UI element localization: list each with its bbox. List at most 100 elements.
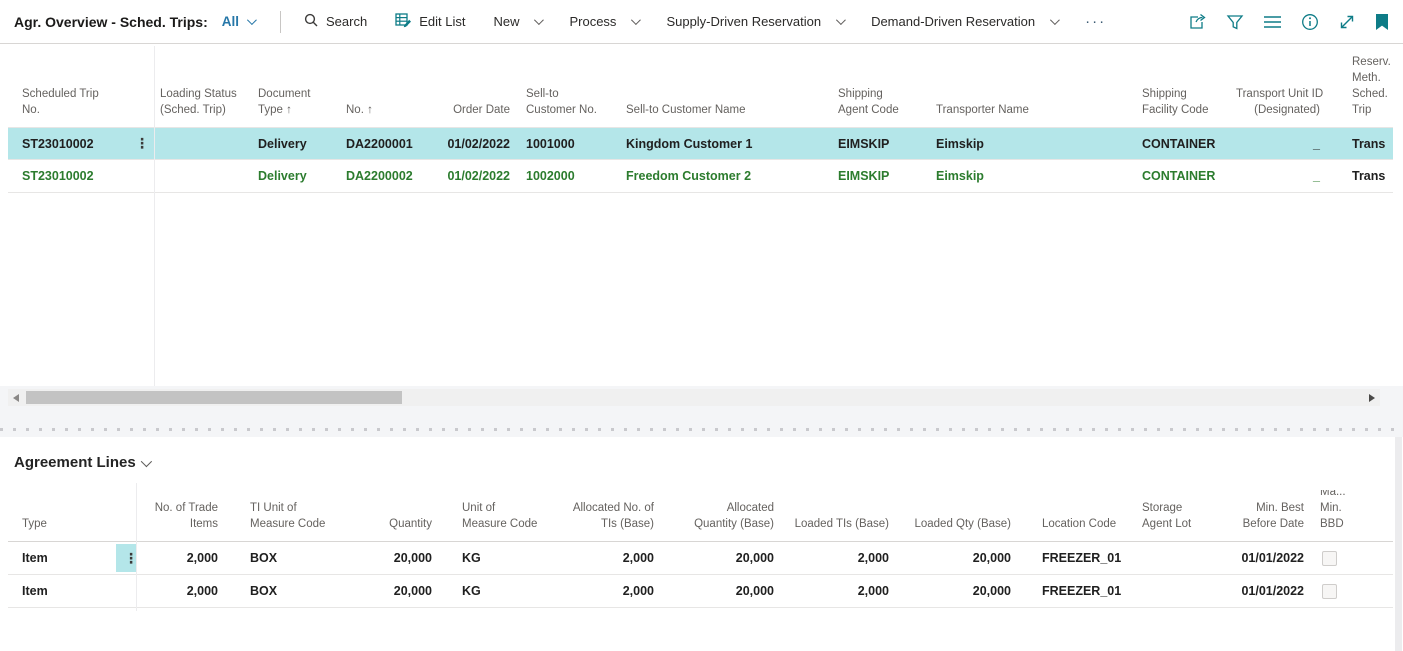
- line-cell-uom[interactable]: KG: [442, 551, 554, 565]
- column-header-location-code[interactable]: Location Code: [1021, 516, 1136, 541]
- scroll-left-arrow-icon[interactable]: [13, 394, 19, 402]
- trip-cell-sell-to-customer-name[interactable]: Freedom Customer 2: [620, 169, 832, 183]
- column-header-unit-of-measure-code[interactable]: Unit of Measure Code: [442, 500, 554, 541]
- column-header-allocated-no-of-tis[interactable]: Allocated No. of TIs (Base): [554, 500, 664, 541]
- column-header-sell-to-customer-no[interactable]: Sell-to Customer No.: [520, 86, 620, 127]
- supply-driven-reservation-menu-button[interactable]: Supply-Driven Reservation: [666, 14, 843, 29]
- row-menu-icon[interactable]: ⋮: [128, 135, 154, 152]
- row-menu-column-header: [110, 532, 136, 541]
- line-cell-type[interactable]: Item: [22, 584, 110, 598]
- trip-cell-shipping-agent-code[interactable]: EIMSKIP: [832, 169, 930, 183]
- line-cell-type[interactable]: Item: [22, 551, 110, 565]
- table-row[interactable]: Item 2,000 BOX 20,000 KG 2,000 20,000 2,…: [8, 575, 1393, 608]
- trip-cell-shipping-agent-code[interactable]: EIMSKIP: [832, 137, 930, 151]
- table-row[interactable]: Item ⋮ 2,000 BOX 20,000 KG 2,000 20,000 …: [8, 542, 1393, 575]
- column-header-loaded-tis[interactable]: Loaded TIs (Base): [784, 516, 899, 541]
- view-filter-dropdown[interactable]: All: [222, 14, 254, 29]
- trip-cell-order-date[interactable]: 01/02/2022: [425, 169, 520, 183]
- line-cell-loaded-qty[interactable]: 20,000: [899, 551, 1021, 565]
- trip-cell-no[interactable]: DA2200002: [340, 169, 425, 183]
- pane-splitter[interactable]: [0, 428, 1403, 431]
- line-cell-alloc-qty[interactable]: 20,000: [664, 551, 784, 565]
- column-header-max-min-bbd[interactable]: Ma... Min. BBD: [1314, 490, 1379, 541]
- max-min-bbd-checkbox[interactable]: [1322, 551, 1337, 566]
- horizontal-scrollbar[interactable]: [8, 389, 1380, 406]
- trip-cell-transport-unit-id[interactable]: _: [1230, 137, 1330, 151]
- table-row[interactable]: ST23010002 Delivery DA2200002 01/02/2022…: [8, 160, 1393, 193]
- line-cell-loaded-tis[interactable]: 2,000: [784, 584, 899, 598]
- column-header-order-date[interactable]: Order Date: [425, 102, 520, 127]
- column-header-loaded-qty[interactable]: Loaded Qty (Base): [899, 516, 1021, 541]
- line-cell-no-of-trade-items[interactable]: 2,000: [136, 584, 228, 598]
- line-cell-min-bbd[interactable]: 01/01/2022: [1224, 584, 1314, 598]
- line-cell-uom[interactable]: KG: [442, 584, 554, 598]
- max-min-bbd-checkbox[interactable]: [1322, 584, 1337, 599]
- column-header-allocated-quantity[interactable]: Allocated Quantity (Base): [664, 500, 784, 541]
- process-menu-button[interactable]: Process: [569, 14, 638, 29]
- trip-cell-order-date[interactable]: 01/02/2022: [425, 137, 520, 151]
- line-cell-alloc-tis[interactable]: 2,000: [554, 551, 664, 565]
- trip-cell-transporter-name[interactable]: Eimskip: [930, 137, 1136, 151]
- column-header-transport-unit-id[interactable]: Transport Unit ID (Designated): [1230, 86, 1330, 127]
- table-row[interactable]: ST23010002 ⋮ Delivery DA2200001 01/02/20…: [8, 127, 1393, 160]
- row-menu-icon[interactable]: ⋮: [110, 544, 136, 572]
- trip-cell-sell-to-customer-no[interactable]: 1001000: [520, 137, 620, 151]
- line-cell-location-code[interactable]: FREEZER_01: [1021, 584, 1136, 598]
- line-cell-ti-uom[interactable]: BOX: [228, 551, 332, 565]
- line-cell-no-of-trade-items[interactable]: 2,000: [136, 551, 228, 565]
- line-cell-loaded-tis[interactable]: 2,000: [784, 551, 899, 565]
- trip-cell-transporter-name[interactable]: Eimskip: [930, 169, 1136, 183]
- filter-icon[interactable]: [1226, 13, 1244, 31]
- line-cell-max-min-bbd: [1314, 550, 1379, 565]
- vertical-scrollbar[interactable]: [1395, 437, 1402, 651]
- line-cell-ti-uom[interactable]: BOX: [228, 584, 332, 598]
- column-header-ti-unit-of-measure-code[interactable]: TI Unit of Measure Code: [228, 500, 332, 541]
- trip-cell-document-type[interactable]: Delivery: [252, 169, 340, 183]
- line-cell-quantity[interactable]: 20,000: [332, 584, 442, 598]
- column-header-loading-status[interactable]: Loading Status (Sched. Trip): [154, 86, 252, 127]
- agreement-lines-section-header[interactable]: Agreement Lines: [14, 454, 149, 471]
- column-header-no[interactable]: No. ↑: [340, 102, 425, 127]
- line-cell-min-bbd[interactable]: 01/01/2022: [1224, 551, 1314, 565]
- column-header-scheduled-trip-no[interactable]: Scheduled Trip No.: [22, 86, 128, 127]
- trip-cell-document-type[interactable]: Delivery: [252, 137, 340, 151]
- trip-cell-scheduled-trip-no[interactable]: ST23010002: [22, 169, 128, 183]
- trip-cell-reserv-meth[interactable]: Trans: [1330, 169, 1393, 183]
- column-header-storage-agent-lot[interactable]: Storage Agent Lot: [1136, 500, 1224, 541]
- column-header-sell-to-customer-name[interactable]: Sell-to Customer Name: [620, 102, 832, 127]
- trip-cell-shipping-facility-code[interactable]: CONTAINER: [1136, 169, 1230, 183]
- bookmark-icon[interactable]: [1375, 13, 1389, 31]
- scroll-right-arrow-icon[interactable]: [1369, 394, 1375, 402]
- column-header-type[interactable]: Type: [22, 516, 110, 541]
- line-cell-location-code[interactable]: FREEZER_01: [1021, 551, 1136, 565]
- column-header-no-of-trade-items[interactable]: No. of Trade Items: [136, 500, 228, 541]
- share-icon[interactable]: [1188, 13, 1207, 31]
- trip-cell-sell-to-customer-no[interactable]: 1002000: [520, 169, 620, 183]
- more-options-button[interactable]: ···: [1085, 13, 1106, 30]
- trip-cell-transport-unit-id[interactable]: _: [1230, 169, 1330, 183]
- line-cell-loaded-qty[interactable]: 20,000: [899, 584, 1021, 598]
- line-cell-quantity[interactable]: 20,000: [332, 551, 442, 565]
- search-button[interactable]: Search: [303, 12, 367, 31]
- line-cell-alloc-tis[interactable]: 2,000: [554, 584, 664, 598]
- trip-cell-scheduled-trip-no[interactable]: ST23010002: [22, 137, 128, 151]
- column-header-shipping-agent-code[interactable]: Shipping Agent Code: [832, 86, 930, 127]
- trip-cell-sell-to-customer-name[interactable]: Kingdom Customer 1: [620, 137, 832, 151]
- column-header-min-best-before-date[interactable]: Min. Best Before Date: [1224, 500, 1314, 541]
- demand-driven-reservation-menu-button[interactable]: Demand-Driven Reservation: [871, 14, 1057, 29]
- line-cell-alloc-qty[interactable]: 20,000: [664, 584, 784, 598]
- trip-cell-shipping-facility-code[interactable]: CONTAINER: [1136, 137, 1230, 151]
- column-header-reserv-meth-sched-trip[interactable]: Reserv. Meth. Sched. Trip: [1330, 54, 1393, 127]
- trip-cell-no[interactable]: DA2200001: [340, 137, 425, 151]
- new-menu-button[interactable]: New: [493, 14, 541, 29]
- column-header-shipping-facility-code[interactable]: Shipping Facility Code: [1136, 86, 1230, 127]
- trip-cell-reserv-meth[interactable]: Trans: [1330, 137, 1393, 151]
- horizontal-scrollbar-thumb[interactable]: [26, 391, 402, 404]
- column-header-quantity[interactable]: Quantity: [332, 516, 442, 541]
- column-header-document-type[interactable]: Document Type ↑: [252, 86, 340, 127]
- show-list-icon[interactable]: [1263, 14, 1282, 30]
- column-header-transporter-name[interactable]: Transporter Name: [930, 102, 1136, 127]
- info-icon[interactable]: [1301, 13, 1319, 31]
- expand-icon[interactable]: [1338, 13, 1356, 31]
- edit-list-button[interactable]: Edit List: [395, 12, 465, 31]
